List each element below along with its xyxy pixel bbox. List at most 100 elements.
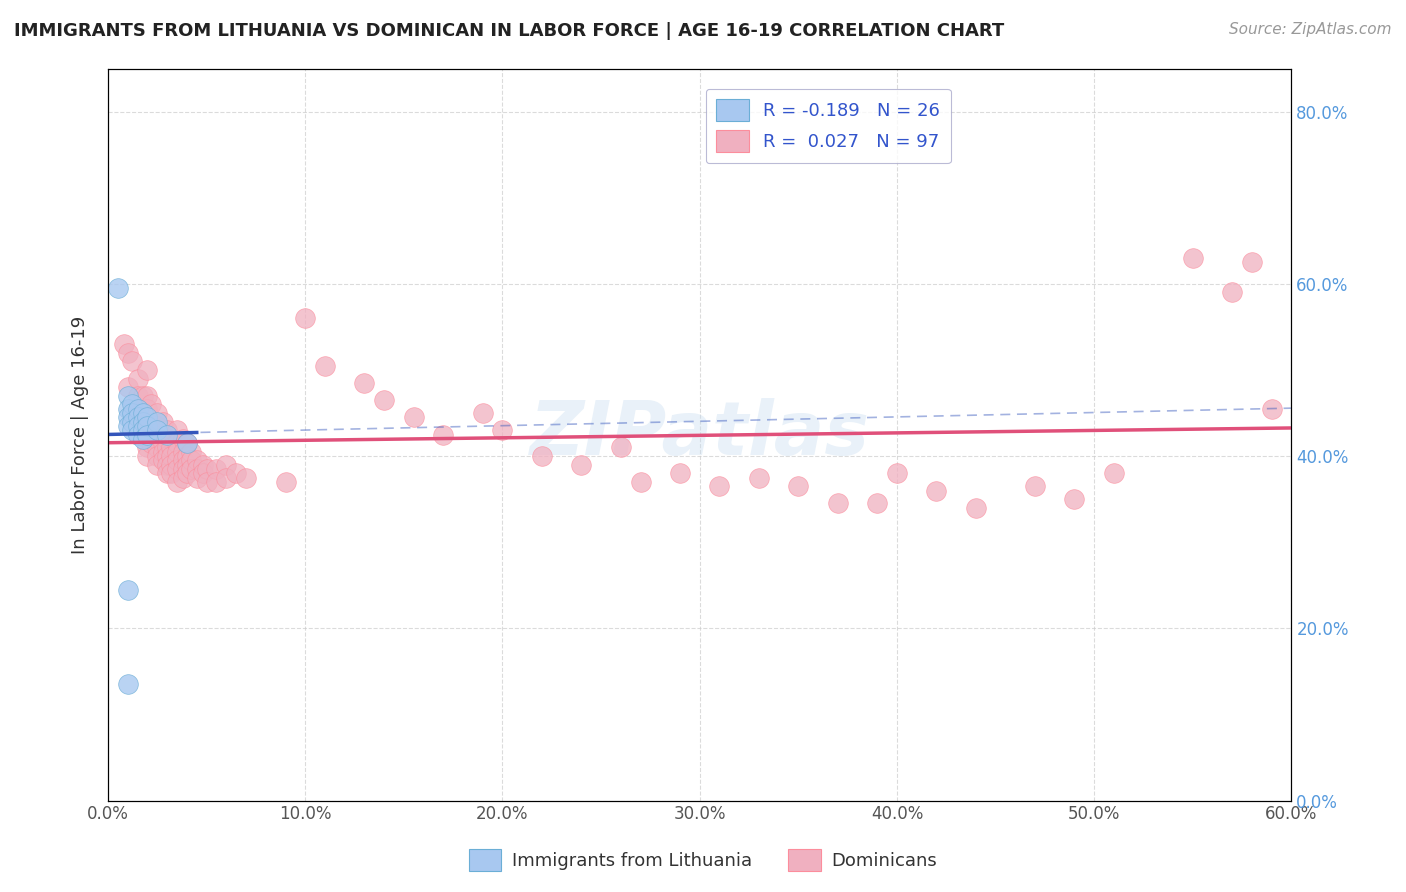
Point [166,462,188,476]
Point [141,436,163,450]
Point [1181,251,1204,265]
Point [176,449,198,463]
Point [121,415,143,429]
Point [925,483,948,498]
Point [176,467,198,481]
Point [117,401,139,416]
Point [141,427,163,442]
Point [166,436,188,450]
Point [1024,479,1046,493]
Point [886,467,908,481]
Point [569,458,592,472]
Point [117,380,139,394]
Point [215,470,238,484]
Point [205,475,228,489]
Point [136,401,159,416]
Point [136,419,159,434]
Point [160,432,183,446]
Point [132,406,155,420]
Point [156,441,179,455]
Point [1240,255,1263,269]
Point [274,475,297,489]
Point [127,410,149,425]
Point [787,479,810,493]
Point [121,406,143,420]
Point [172,470,194,484]
Point [141,415,163,429]
Point [127,427,149,442]
Point [112,337,135,351]
Point [117,419,139,434]
Point [166,453,188,467]
Point [160,449,183,463]
Point [225,467,247,481]
Point [866,496,889,510]
Point [191,467,214,481]
Point [432,427,454,442]
Point [630,475,652,489]
Point [146,432,169,446]
Point [132,432,155,446]
Point [180,453,202,467]
Point [152,415,174,429]
Point [152,427,174,442]
Point [132,423,155,437]
Point [314,359,336,373]
Point [709,479,731,493]
Point [136,423,159,437]
Point [965,500,987,515]
Point [160,441,183,455]
Point [471,406,494,420]
Point [152,444,174,458]
Point [136,389,159,403]
Point [176,436,198,450]
Point [121,423,143,437]
Point [186,470,208,484]
Point [1102,467,1125,481]
Point [748,470,770,484]
Point [117,410,139,425]
Point [160,458,183,472]
Point [186,453,208,467]
Point [402,410,425,425]
Point [491,423,513,437]
Point [117,389,139,403]
Point [180,444,202,458]
Point [152,453,174,467]
Y-axis label: In Labor Force | Age 16-19: In Labor Force | Age 16-19 [72,316,89,554]
Point [121,354,143,368]
Point [136,410,159,425]
Point [141,397,163,411]
Point [136,441,159,455]
Point [166,444,188,458]
Point [146,441,169,455]
Point [156,458,179,472]
Legend: R = -0.189   N = 26, R =  0.027   N = 97: R = -0.189 N = 26, R = 0.027 N = 97 [706,88,950,163]
Point [1063,492,1085,507]
Point [132,415,155,429]
Point [191,458,214,472]
Point [156,432,179,446]
Point [172,462,194,476]
Point [117,582,139,597]
Point [156,467,179,481]
Point [136,449,159,463]
Point [146,415,169,429]
Point [610,441,633,455]
Point [117,677,139,691]
Point [186,462,208,476]
Text: IMMIGRANTS FROM LITHUANIA VS DOMINICAN IN LABOR FORCE | AGE 16-19 CORRELATION CH: IMMIGRANTS FROM LITHUANIA VS DOMINICAN I… [14,22,1004,40]
Point [146,449,169,463]
Point [172,444,194,458]
Legend: Immigrants from Lithuania, Dominicans: Immigrants from Lithuania, Dominicans [461,842,945,879]
Point [172,432,194,446]
Point [530,449,553,463]
Point [205,462,228,476]
Point [132,406,155,420]
Point [180,462,202,476]
Point [107,281,129,295]
Point [127,401,149,416]
Point [121,397,143,411]
Point [166,423,188,437]
Point [353,376,375,390]
